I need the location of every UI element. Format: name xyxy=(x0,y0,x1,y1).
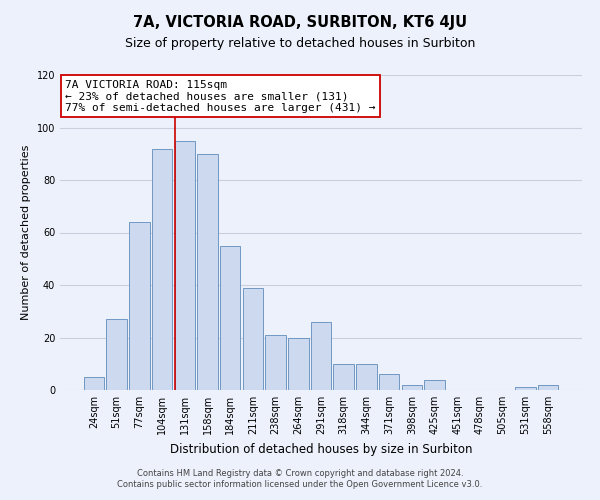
Bar xyxy=(242,288,263,390)
Bar xyxy=(379,374,400,390)
Text: Contains public sector information licensed under the Open Government Licence v3: Contains public sector information licen… xyxy=(118,480,482,489)
Bar xyxy=(220,246,241,390)
Text: Size of property relative to detached houses in Surbiton: Size of property relative to detached ho… xyxy=(125,38,475,51)
Bar xyxy=(84,377,104,390)
Bar xyxy=(311,322,331,390)
Text: Contains HM Land Registry data © Crown copyright and database right 2024.: Contains HM Land Registry data © Crown c… xyxy=(137,468,463,477)
Bar xyxy=(152,148,172,390)
Bar xyxy=(106,319,127,390)
Y-axis label: Number of detached properties: Number of detached properties xyxy=(21,145,31,320)
Bar xyxy=(424,380,445,390)
Bar xyxy=(175,140,195,390)
Bar xyxy=(538,385,558,390)
Bar xyxy=(334,364,354,390)
Text: 7A VICTORIA ROAD: 115sqm
← 23% of detached houses are smaller (131)
77% of semi-: 7A VICTORIA ROAD: 115sqm ← 23% of detach… xyxy=(65,80,376,113)
Bar xyxy=(265,335,286,390)
X-axis label: Distribution of detached houses by size in Surbiton: Distribution of detached houses by size … xyxy=(170,442,472,456)
Bar xyxy=(288,338,308,390)
Bar xyxy=(515,388,536,390)
Bar xyxy=(197,154,218,390)
Bar xyxy=(129,222,149,390)
Bar xyxy=(356,364,377,390)
Text: 7A, VICTORIA ROAD, SURBITON, KT6 4JU: 7A, VICTORIA ROAD, SURBITON, KT6 4JU xyxy=(133,15,467,30)
Bar xyxy=(401,385,422,390)
